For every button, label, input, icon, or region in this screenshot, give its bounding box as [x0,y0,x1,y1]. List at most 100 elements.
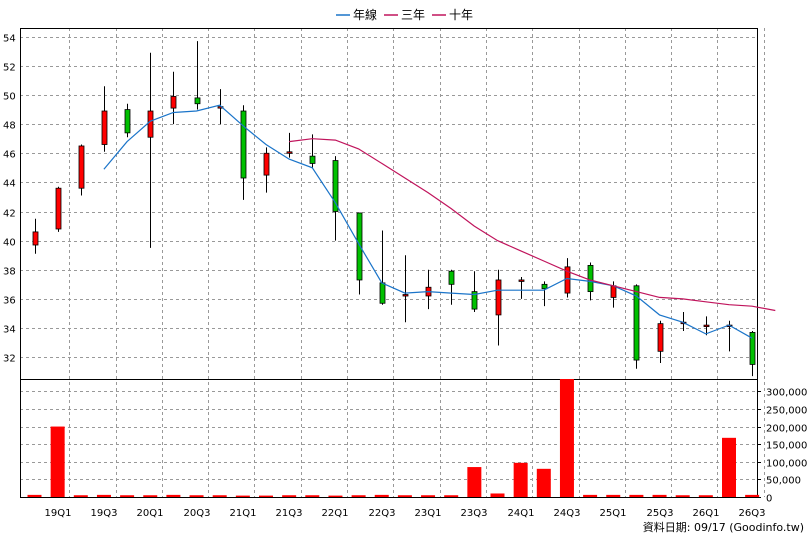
volume-bar [143,495,158,497]
candlestick [356,212,363,295]
x-tick-label: 25Q1 [600,508,627,519]
x-tick-label: 26Q1 [693,508,720,519]
candle-body [55,187,62,230]
volume-bar [629,494,644,497]
price-tick-label: 48 [3,121,16,132]
legend-label-three-year: 三年 [401,8,425,22]
volume-bar [166,494,181,497]
candle-body [633,285,640,361]
volume-bar [351,495,366,497]
candle-body [147,110,154,138]
candlestick [170,71,177,125]
candlestick [448,269,455,305]
volume-bar [467,467,482,497]
price-tick-label: 40 [3,238,16,249]
volume-bar [189,495,204,497]
x-axis: 19Q1 19Q3 20Q1 20Q3 21Q1 21Q3 22Q1 22Q3 23Q1 23Q3… [45,508,766,519]
candle-body [286,151,293,154]
volume-bar [27,494,42,497]
volume-tick-label: 50,000 [766,476,801,487]
candle-body [309,155,316,164]
candlesticks [32,41,756,377]
source-note: 資料日期: 09/17 (Goodinfo.tw) [643,520,804,534]
candlestick [495,269,502,346]
candlestick [749,330,756,377]
candle-body [402,294,409,297]
x-tick-label: 20Q3 [184,508,211,519]
price-tick-label: 54 [3,34,16,45]
volume-bar [745,494,760,497]
candle-body [703,324,710,328]
candle-body [32,231,39,246]
candle-body [170,96,177,109]
x-tick-label: 20Q1 [137,508,164,519]
volume-bar [490,493,505,497]
volume-bar [536,468,551,497]
legend: 年線 三年 十年 [336,7,473,22]
volume-bar [559,379,574,497]
x-tick-label: 22Q3 [369,508,396,519]
volume-bar [212,495,227,497]
candlestick [147,52,154,248]
candlestick [471,271,478,313]
candle-body [495,279,502,316]
candle-body [194,97,201,105]
volume-bar [513,462,528,497]
volume-tick-label: 200,000 [766,424,807,435]
candlestick [101,86,108,152]
year-line-series [103,104,753,339]
x-tick-label: 19Q1 [45,508,72,519]
volume-bar [235,495,250,497]
price-tick-label: 36 [3,296,16,307]
x-tick-label: 25Q3 [647,508,674,519]
volume-panel-frame [20,379,758,498]
price-tick-label: 46 [3,150,16,161]
volume-tick-label: 300,000 [766,388,807,399]
volume-bar [421,495,436,497]
candle-body [263,152,270,176]
x-tick-label: 19Q3 [91,508,118,519]
candlestick [332,156,339,241]
volume-bars [27,379,760,497]
volume-bar [675,495,690,497]
price-tick-label: 42 [3,209,16,220]
candle-body [471,291,478,310]
candle-body [518,279,525,282]
x-tick-label: 23Q3 [461,508,488,519]
candle-body [101,110,108,145]
volume-bar [259,495,273,497]
volume-bar [698,495,713,497]
candlestick [263,147,270,193]
volume-bar [722,437,736,497]
legend-label-year-line: 年線 [353,7,377,22]
volume-bar [444,495,459,497]
volume-bar [120,495,135,497]
candle-body [749,331,756,365]
candlestick [124,103,131,138]
price-tick-label: 50 [3,92,16,103]
price-tick-label: 32 [3,354,16,365]
volume-grid [20,391,757,480]
candle-body [587,264,594,293]
volume-bar [282,495,297,497]
candlestick [541,281,548,307]
volume-tick-label: 100,000 [766,459,807,470]
price-tick-label: 34 [3,325,16,336]
volume-tick-label: 0 [766,494,772,505]
price-tick-label: 52 [3,63,16,74]
price-tick-label: 38 [3,267,16,278]
candlestick [32,218,39,254]
candle-body [78,145,85,189]
candlestick [78,144,85,196]
x-tick-label: 22Q1 [322,508,349,519]
candlestick [425,269,432,310]
candle-body [124,109,131,134]
x-tick-label: 21Q3 [276,508,303,519]
three-year-line-series [289,138,776,312]
x-tick-label: 24Q1 [508,508,535,519]
candlestick [309,134,316,168]
candle-body [379,282,386,304]
candlestick [194,41,201,110]
volume-bar [374,494,389,497]
